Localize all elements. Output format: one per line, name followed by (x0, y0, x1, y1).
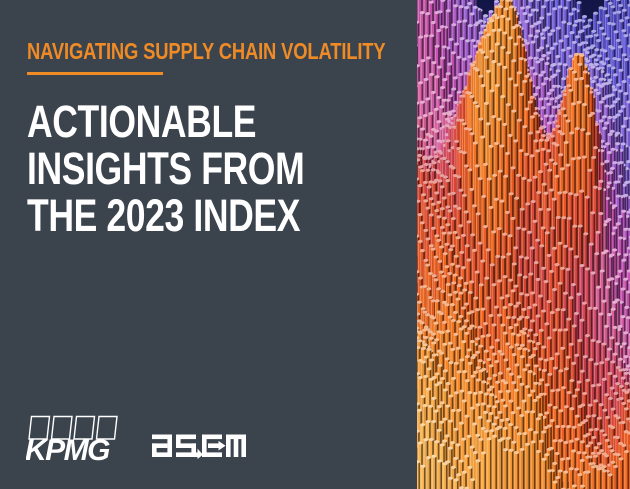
tube-terrain-canvas (417, 0, 630, 489)
accent-rule (27, 72, 163, 75)
cover-title: ACTIONABLE INSIGHTS FROM THE 2023 INDEX (27, 96, 305, 241)
ascm-arrow-mid (218, 440, 226, 451)
cover-title-line: INSIGHTS FROM (27, 143, 305, 194)
ascm-letters (152, 434, 246, 459)
kpmg-logo: KPMG (26, 415, 118, 463)
kpmg-wordmark: KPMG (26, 434, 110, 463)
cover-title-line: ACTIONABLE (27, 96, 257, 147)
kpmg-boxes (28, 415, 118, 440)
ascm-logo (152, 434, 246, 459)
tube-terrain-artwork (417, 0, 630, 489)
eyebrow-text: NAVIGATING SUPPLY CHAIN VOLATILITY (27, 38, 386, 64)
cover-title-line: THE 2023 INDEX (27, 190, 301, 241)
title-panel: NAVIGATING SUPPLY CHAIN VOLATILITY ACTIO… (26, 38, 386, 463)
ascm-arrow-bottom (197, 448, 203, 459)
